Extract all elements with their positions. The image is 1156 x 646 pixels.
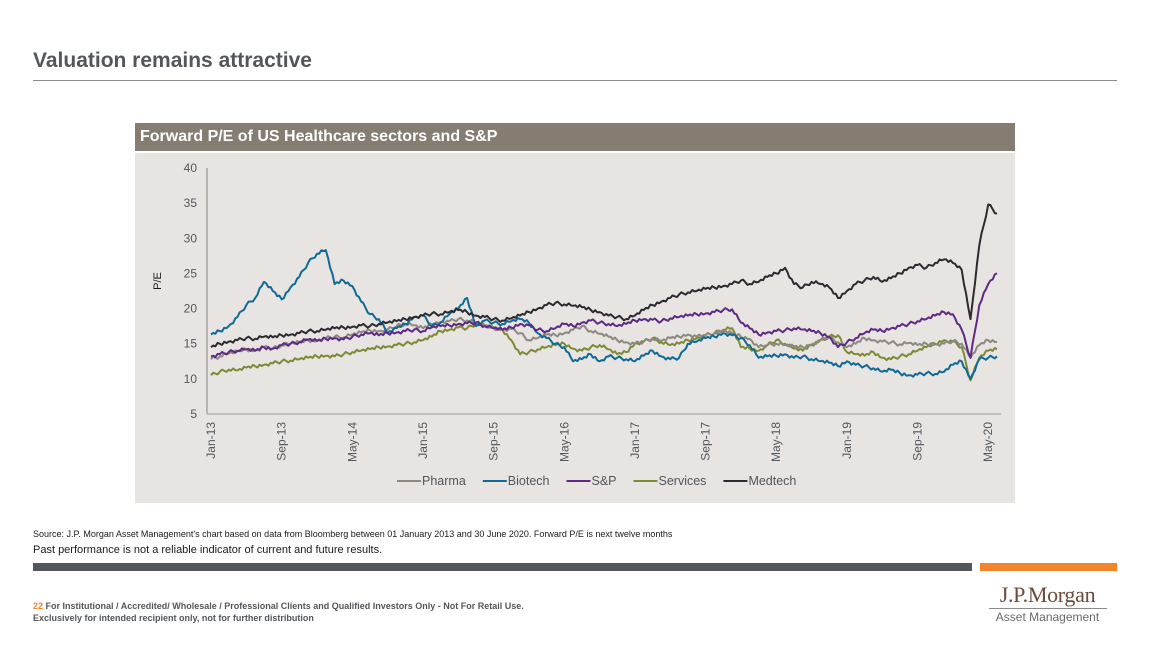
x-tick-label: Sep-17 [699, 422, 713, 461]
page-number: 22 [33, 601, 44, 611]
series-line-services [210, 322, 998, 382]
legend-item: Biotech [482, 474, 550, 488]
series-line-sp [210, 272, 998, 359]
x-tick-label: May-14 [345, 422, 359, 462]
legend-item: Medtech [723, 474, 796, 488]
pe-line-chart: 5 10 15 20 25 30 35 40 Jan-13 Sep-13 May-14 Jan-15… [152, 161, 1001, 488]
legend-item: Services [633, 474, 707, 488]
footer-line-2: Exclusively for intended recipient only,… [33, 613, 314, 623]
y-tick-label: 15 [184, 337, 198, 351]
y-tick-label: 30 [184, 231, 198, 245]
legend-label: Services [659, 474, 707, 488]
footer-bar-orange [980, 563, 1117, 571]
x-tick-label: Jan-15 [416, 422, 430, 459]
x-tick-label: Sep-19 [911, 422, 925, 461]
footer-text: 22 For Institutional / Accredited/ Whole… [33, 600, 524, 624]
logo-wordmark: J.P.Morgan [999, 582, 1096, 607]
logo-divider [988, 608, 1107, 609]
logo-subtitle: Asset Management [995, 610, 1100, 624]
legend-label: Biotech [508, 474, 550, 488]
jpmorgan-logo: J.P.Morgan Asset Management [985, 583, 1110, 624]
x-tick-label: Sep-15 [487, 422, 501, 461]
chart-title: Forward P/E of US Healthcare sectors and… [140, 128, 498, 145]
legend-label: Pharma [422, 474, 466, 488]
x-tick-label: Jan-13 [204, 422, 218, 459]
series-line-medtech [210, 203, 998, 348]
y-tick-label: 40 [184, 161, 198, 175]
performance-disclaimer: Past performance is not a reliable indic… [33, 544, 383, 556]
x-tick-label: May-16 [557, 422, 571, 462]
footer-bar-grey [33, 563, 972, 571]
legend-item: Pharma [397, 474, 466, 488]
y-tick-label: 20 [184, 302, 198, 316]
source-note: Source: J.P. Morgan Asset Management's c… [33, 529, 673, 539]
y-tick-label: 10 [184, 372, 198, 386]
x-tick-label: May-20 [981, 422, 995, 462]
x-tick-label: Sep-13 [275, 422, 289, 461]
chart-panel: 5 10 15 20 25 30 35 40 Jan-13 Sep-13 May-14 Jan-15… [135, 153, 1015, 503]
page-title: Valuation remains attractive [33, 49, 312, 72]
series-line-biotech [210, 249, 998, 380]
y-tick-label: 25 [184, 266, 198, 280]
y-tick-label: 35 [184, 196, 198, 210]
x-tick-label: Jan-19 [840, 422, 854, 459]
x-tick-label: Jan-17 [628, 422, 642, 459]
legend-item: S&P [566, 474, 617, 488]
legend-label: S&P [591, 474, 616, 488]
y-tick-label: 5 [190, 407, 197, 421]
title-divider [33, 80, 1117, 81]
footer-line-1: For Institutional / Accredited/ Wholesal… [45, 601, 524, 611]
chart-title-bar: Forward P/E of US Healthcare sectors and… [135, 123, 1015, 151]
legend-label: Medtech [748, 474, 796, 488]
x-tick-label: May-18 [769, 422, 783, 462]
y-axis-label: P/E [152, 272, 164, 290]
